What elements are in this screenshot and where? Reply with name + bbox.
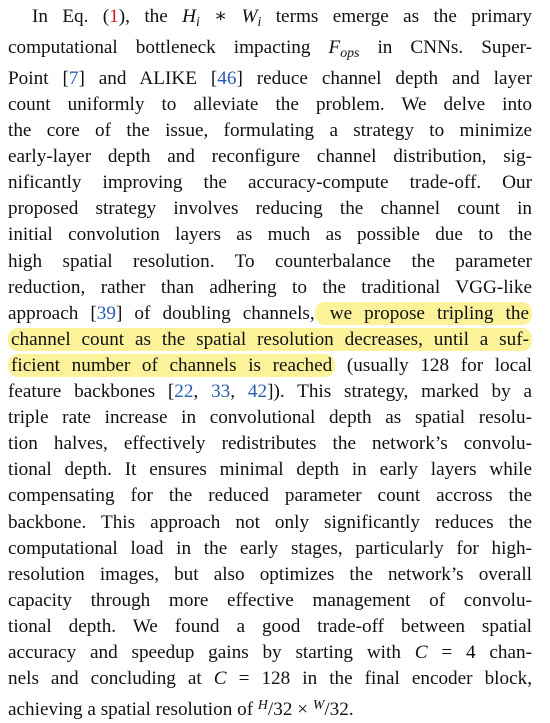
text-run: /32. [324, 698, 354, 720]
text-line: tional depth. It ensures minimal depth i… [8, 459, 532, 481]
citation-link[interactable]: 7 [68, 67, 79, 89]
text-run: (usually 128 for local [335, 354, 532, 376]
text-run: Point [ [8, 67, 69, 89]
equation-reference-link[interactable]: 1 [109, 6, 119, 27]
body-paragraph: In Eq. (1), the Hi ∗ Wi terms emerge as … [8, 4, 532, 723]
text-run: nels and concluding at [8, 668, 214, 690]
text-line: tion halves, effectively redistributes t… [8, 433, 532, 455]
text-line: reduction, rather than adhering to the t… [8, 276, 532, 298]
text-run: accuracy and speedup gains by starting w… [8, 641, 415, 663]
text-line: channel count as the spatial resolution … [8, 327, 532, 353]
text-line: compensating for the reduced parameter c… [8, 485, 532, 507]
text-line: nels and concluding at C = 128 in the fi… [8, 666, 532, 692]
text-line: computational load in the early stages, … [8, 537, 532, 559]
highlighted-text: we propose tripling the [314, 301, 532, 325]
text-line: computational bottleneck impacting Fops … [8, 35, 532, 66]
text-run: ] of doubling channels, [115, 302, 315, 324]
citation-link[interactable]: 46 [217, 67, 237, 89]
text-line: early-layer depth and reconfigure channe… [8, 146, 532, 168]
math-subscript: ops [340, 44, 360, 60]
math-symbol: C [213, 668, 227, 690]
text-line: approach [39] of doubling channels, we p… [8, 301, 532, 327]
text-run: computational bottleneck impacting [8, 36, 329, 58]
text-run: ]). This strategy, marked by a [267, 381, 533, 403]
text-run: = 128 in the final encoder block, [226, 668, 533, 690]
text-line: Point [7] and ALIKE [46] reduce channel … [8, 66, 532, 92]
text-run: ] reduce channel depth and layer [236, 67, 532, 89]
text-run: terms emerge as the primary [261, 6, 533, 27]
math-operator: ∗ [199, 6, 242, 27]
text-run: feature backbones [ [8, 381, 175, 403]
math-symbol: C [414, 641, 428, 663]
text-run: = 4 chan- [427, 641, 533, 663]
math-subscript: i [195, 13, 200, 29]
text-line: backbone. This approach not only signifi… [8, 511, 532, 533]
text-line: achieving a spatial resolution of H/32 ×… [8, 692, 532, 723]
highlighted-text: ficient number of channels is reached [8, 353, 336, 377]
math-symbol: H [182, 6, 196, 27]
citation-link[interactable]: 22 [174, 381, 194, 403]
math-symbol: F [328, 36, 341, 58]
citation-link[interactable]: 39 [96, 302, 116, 324]
citation-link[interactable]: 42 [247, 381, 268, 403]
text-line: high spatial resolution. To counterbalan… [8, 250, 532, 272]
math-subscript: i [257, 13, 262, 29]
citation-link[interactable]: 33 [211, 381, 231, 403]
text-run: /32 × [267, 698, 313, 720]
text-line: In Eq. (1), the Hi ∗ Wi terms emerge as … [8, 4, 532, 35]
text-line: accuracy and speedup gains by starting w… [8, 640, 532, 666]
text-line: resolution images, but also optimizes th… [8, 563, 532, 585]
highlighted-text: channel count as the spatial resolution … [8, 327, 532, 351]
text-run: , [230, 381, 248, 403]
text-run: achieving a spatial resolution of [8, 698, 258, 720]
text-line: capacity through more effective manageme… [8, 589, 532, 611]
text-line: ficient number of channels is reached (u… [8, 353, 532, 379]
text-run: ), the [118, 6, 183, 27]
text-line: proposed strategy involves reducing the … [8, 198, 532, 220]
math-superscript: W [312, 697, 325, 713]
math-symbol: W [241, 6, 258, 27]
text-run: ] and ALIKE [ [78, 67, 218, 89]
text-run: In Eq. ( [32, 6, 110, 27]
text-run: in CNNs. Super- [359, 36, 532, 58]
text-run: , [193, 381, 212, 403]
text-line: initial convolution layers as much as po… [8, 224, 532, 246]
math-superscript: H [257, 697, 268, 713]
text-line: feature backbones [22, 33, 42]). This st… [8, 379, 532, 405]
text-line: nificantly improving the accuracy-comput… [8, 172, 532, 194]
text-line: count uniformly to alleviate the problem… [8, 94, 532, 115]
text-run: approach [ [8, 302, 97, 324]
text-line: tional depth. We found a good trade-off … [8, 615, 532, 637]
text-line: the core of the issue, formulating a str… [8, 120, 532, 142]
text-line: triple rate increase in convolutional de… [8, 407, 532, 429]
